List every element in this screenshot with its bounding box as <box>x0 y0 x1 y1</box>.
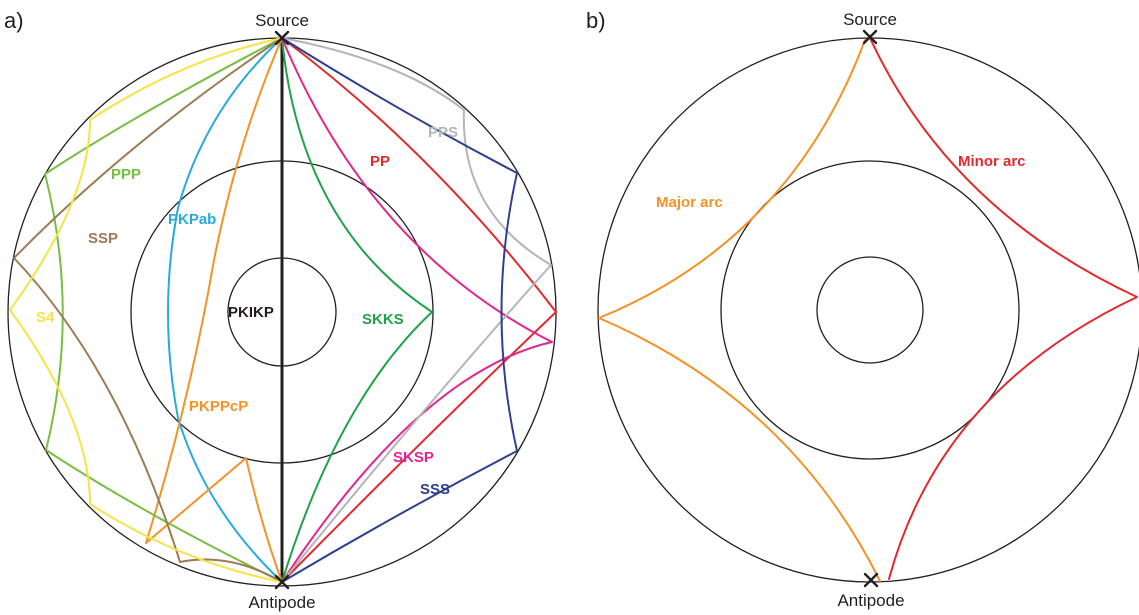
panel-b-surface-circle <box>597 37 1139 583</box>
label-S4: S4 <box>36 309 55 326</box>
panel-b-source-label: Source <box>843 10 897 29</box>
ray-PPP <box>44 37 283 583</box>
label-SKKS: SKKS <box>362 311 404 328</box>
ray-major-arc <box>598 39 881 582</box>
label-PKPPcP: PKPPcP <box>189 398 248 415</box>
label-PP: PP <box>370 153 390 170</box>
label-minor-arc: Minor arc <box>958 153 1026 170</box>
panel-a-phase-labels: PPS PP PPP PKPab SSP PKIKP SKKS S4 PKPPc… <box>36 124 458 498</box>
panel-a-source-marker <box>274 30 290 46</box>
label-PKPab: PKPab <box>168 211 216 228</box>
ray-S4 <box>9 37 283 583</box>
panel-b-letter: b) <box>586 8 606 33</box>
panel-b-source-marker <box>862 29 878 45</box>
panel-a: a) <box>4 8 557 612</box>
ray-SKKS <box>281 37 433 583</box>
label-major-arc: Major arc <box>656 194 723 211</box>
panel-a-ray-paths <box>9 36 557 584</box>
panel-b-antipode-marker <box>863 572 879 588</box>
ray-SKSP <box>281 37 553 583</box>
panel-a-antipode-label: Antipode <box>248 593 315 612</box>
panel-b-core-mantle-boundary <box>720 160 1020 460</box>
label-SSP: SSP <box>88 230 118 247</box>
panel-b-inner-core-boundary <box>816 256 924 364</box>
panel-a-antipode-marker <box>274 574 290 590</box>
label-PKIKP: PKIKP <box>228 304 274 321</box>
ray-PKPPcP <box>145 37 283 583</box>
label-SKSP: SKSP <box>393 449 434 466</box>
panel-a-source-label: Source <box>255 11 309 30</box>
panel-b: b) Source Antipode Minor arc Major arc <box>586 8 1139 610</box>
ray-PKPab <box>167 37 283 583</box>
ray-PPS <box>281 37 552 583</box>
ray-PP <box>281 37 557 583</box>
label-SSS: SSS <box>420 481 450 498</box>
panel-b-antipode-label: Antipode <box>837 591 904 610</box>
ray-SSP <box>13 37 283 583</box>
ray-minor-arc <box>869 37 1138 580</box>
label-PPP: PPP <box>111 166 141 183</box>
label-PPS: PPS <box>428 124 458 141</box>
ray-SSS <box>281 37 518 583</box>
panel-a-letter: a) <box>4 8 24 33</box>
